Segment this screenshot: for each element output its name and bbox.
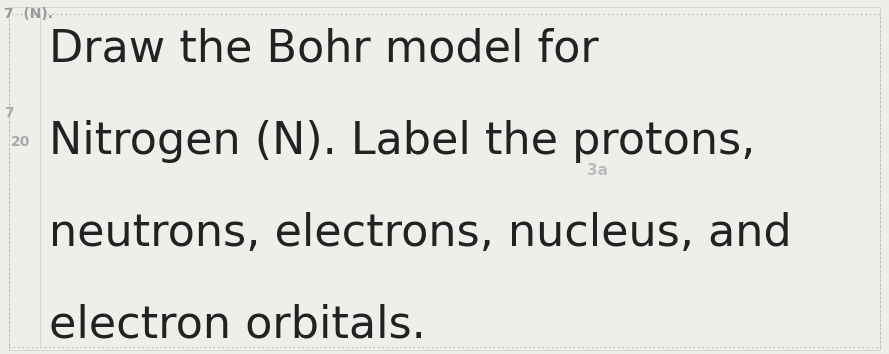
Text: 7  (N).: 7 (N). [4, 7, 53, 21]
Text: Nitrogen (N). Label the protons,: Nitrogen (N). Label the protons, [49, 120, 756, 163]
Text: neutrons, electrons, nucleus, and: neutrons, electrons, nucleus, and [49, 212, 791, 255]
Text: 7: 7 [4, 106, 14, 120]
Text: electron orbitals.: electron orbitals. [49, 304, 426, 347]
Text: 3a: 3a [587, 163, 608, 178]
Text: Draw the Bohr model for: Draw the Bohr model for [49, 28, 598, 71]
Text: 20: 20 [11, 135, 30, 149]
